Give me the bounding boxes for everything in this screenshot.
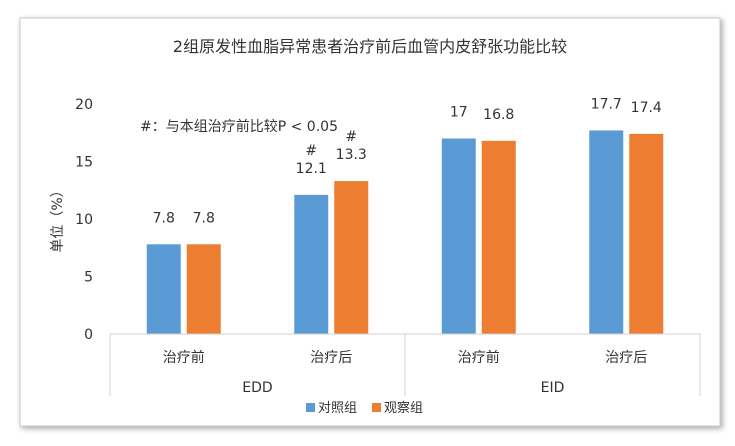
bar-observation [629, 133, 664, 334]
bar-observation [186, 244, 221, 334]
data-label: 7.8 [193, 210, 215, 226]
x-group-label: EDD [242, 380, 272, 396]
y-tick-label: 0 [84, 327, 93, 343]
significance-annotation: #：与本组治疗前比较P < 0.05 [140, 118, 338, 135]
data-labels: 7.8 12.1 #17 17.7 7.8 13.3 #16.8 17.4 [153, 96, 662, 226]
data-label: 17.7 [591, 96, 622, 112]
bar-control [441, 138, 476, 334]
y-tick-label: 15 [75, 155, 93, 171]
legend-label-observation: 观察组 [384, 401, 423, 416]
y-axis-ticks: 0 5 10 15 20 [75, 97, 93, 343]
bar-control [294, 194, 329, 334]
x-axis: 治疗前 治疗后 治疗前 治疗后 EDD EID [109, 333, 701, 396]
y-axis-label: 单位（%） [50, 183, 66, 252]
bars [146, 130, 664, 334]
x-group-label: EID [541, 380, 565, 396]
bar-control [589, 130, 624, 334]
data-label: 13.3 [336, 147, 367, 163]
bar-observation [481, 140, 516, 334]
legend: 对照组 观察组 [306, 401, 423, 416]
data-label: 12.1 [296, 161, 327, 177]
data-label: 17 [450, 105, 468, 121]
data-label: 17.4 [631, 100, 662, 116]
y-tick-label: 10 [75, 212, 93, 228]
data-label: 16.8 [483, 107, 514, 123]
legend-label-control: 对照组 [318, 401, 357, 416]
legend-swatch-control [306, 403, 315, 412]
significance-mark: # [345, 129, 357, 145]
x-tick-label: 治疗后 [605, 350, 647, 366]
legend-swatch-observation [372, 403, 381, 412]
y-tick-label: 20 [75, 97, 93, 113]
x-tick-label: 治疗前 [163, 349, 205, 366]
chart-title: 2组原发性血脂异常患者治疗前后血管内皮舒张功能比较 [173, 37, 567, 56]
y-tick-label: 5 [84, 270, 93, 286]
x-tick-label: 治疗后 [310, 350, 352, 366]
significance-mark: # [305, 143, 317, 159]
bar-control [146, 244, 181, 334]
data-label: 7.8 [153, 210, 175, 226]
x-tick-label: 治疗前 [458, 349, 500, 366]
bar-observation [334, 181, 369, 334]
